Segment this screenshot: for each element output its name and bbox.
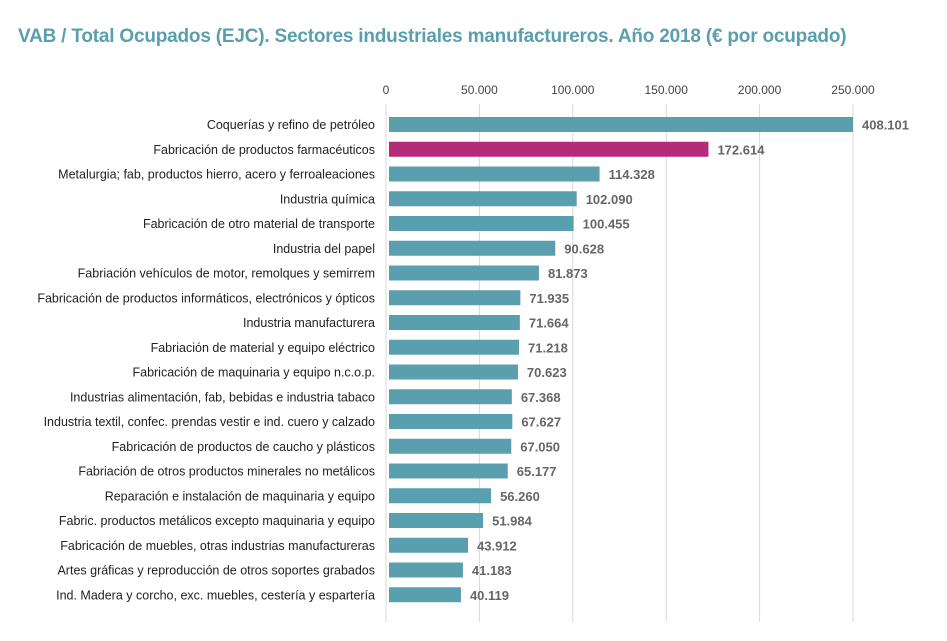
value-label: 408.101 <box>862 118 909 133</box>
bar <box>389 389 512 405</box>
category-label: Fabricación de productos de caucho y plá… <box>112 440 375 454</box>
category-label: Industria química <box>280 192 375 206</box>
bar <box>389 290 521 306</box>
category-label: Fabricación de productos farmacéuticos <box>153 143 375 157</box>
x-tick-label: 0 <box>383 83 390 97</box>
value-label: 172.614 <box>717 142 765 157</box>
category-label: Fabricación de otro material de transpor… <box>143 217 375 231</box>
value-label: 71.664 <box>529 316 570 331</box>
x-tick-label: 250.000 <box>831 83 875 97</box>
category-label: Industrias alimentación, fab, bebidas e … <box>70 390 375 404</box>
value-label: 100.455 <box>583 217 630 232</box>
bar <box>389 315 520 330</box>
value-label: 51.984 <box>492 514 533 529</box>
category-label: Fabriación de material y equipo eléctric… <box>151 341 375 355</box>
bar <box>389 240 556 256</box>
bar <box>389 191 577 207</box>
bar <box>389 513 484 528</box>
bar <box>389 537 469 553</box>
value-label: 102.090 <box>586 192 633 207</box>
value-label: 67.050 <box>520 439 560 454</box>
category-label: Fabricación de productos informáticos, e… <box>37 291 375 305</box>
category-label: Artes gráficas y reproducción de otros s… <box>57 564 375 578</box>
bar <box>389 562 463 578</box>
value-label: 65.177 <box>517 464 557 479</box>
category-label: Fabriación vehículos de motor, remolques… <box>78 267 375 281</box>
category-label: Fabriación de otros productos minerales … <box>78 465 375 479</box>
value-label: 67.368 <box>521 390 561 405</box>
x-tick-label: 200.000 <box>738 83 782 97</box>
category-label: Reparación e instalación de maquinaria y… <box>105 489 375 503</box>
value-label: 70.623 <box>527 365 567 380</box>
bar <box>389 414 513 429</box>
value-label: 71.935 <box>529 291 569 306</box>
bar <box>389 117 853 132</box>
x-tick-label: 50.000 <box>461 83 498 97</box>
bar <box>389 339 520 355</box>
category-label: Ind. Madera y corcho, exc. muebles, cest… <box>56 588 375 602</box>
value-label: 114.328 <box>609 167 655 182</box>
category-label: Fabricación de muebles, otras industrias… <box>60 539 375 553</box>
value-label: 41.183 <box>472 563 512 578</box>
bar <box>389 587 461 603</box>
value-label: 71.218 <box>528 340 568 355</box>
category-label: Industria textil, confec. prendas vestir… <box>44 415 375 429</box>
category-label: Industria manufacturera <box>243 316 375 330</box>
value-label: 81.873 <box>548 266 588 281</box>
value-label: 56.260 <box>500 489 540 504</box>
chart-title: VAB / Total Ocupados (EJC). Sectores ind… <box>18 26 847 47</box>
bar <box>389 216 574 231</box>
value-label: 43.912 <box>477 538 517 553</box>
bar <box>389 141 709 157</box>
x-tick-label: 150.000 <box>645 83 689 97</box>
category-label: Industria del papel <box>273 242 375 256</box>
bar <box>389 488 492 504</box>
value-label: 40.119 <box>470 588 509 603</box>
bar <box>389 438 512 454</box>
category-label: Fabricación de maquinaria y equipo n.c.o… <box>132 366 375 380</box>
bar <box>389 166 600 182</box>
x-tick-label: 100.000 <box>551 83 595 97</box>
category-label: Coquerías y refino de petróleo <box>207 118 375 132</box>
bar <box>389 364 518 380</box>
bar <box>389 463 508 479</box>
value-label: 90.628 <box>564 241 604 256</box>
bar <box>389 265 539 281</box>
category-label: Metalurgia; fab, productos hierro, acero… <box>58 168 375 182</box>
category-label: Fabric. productos metálicos excepto maqu… <box>59 514 375 528</box>
value-label: 67.627 <box>521 415 561 430</box>
